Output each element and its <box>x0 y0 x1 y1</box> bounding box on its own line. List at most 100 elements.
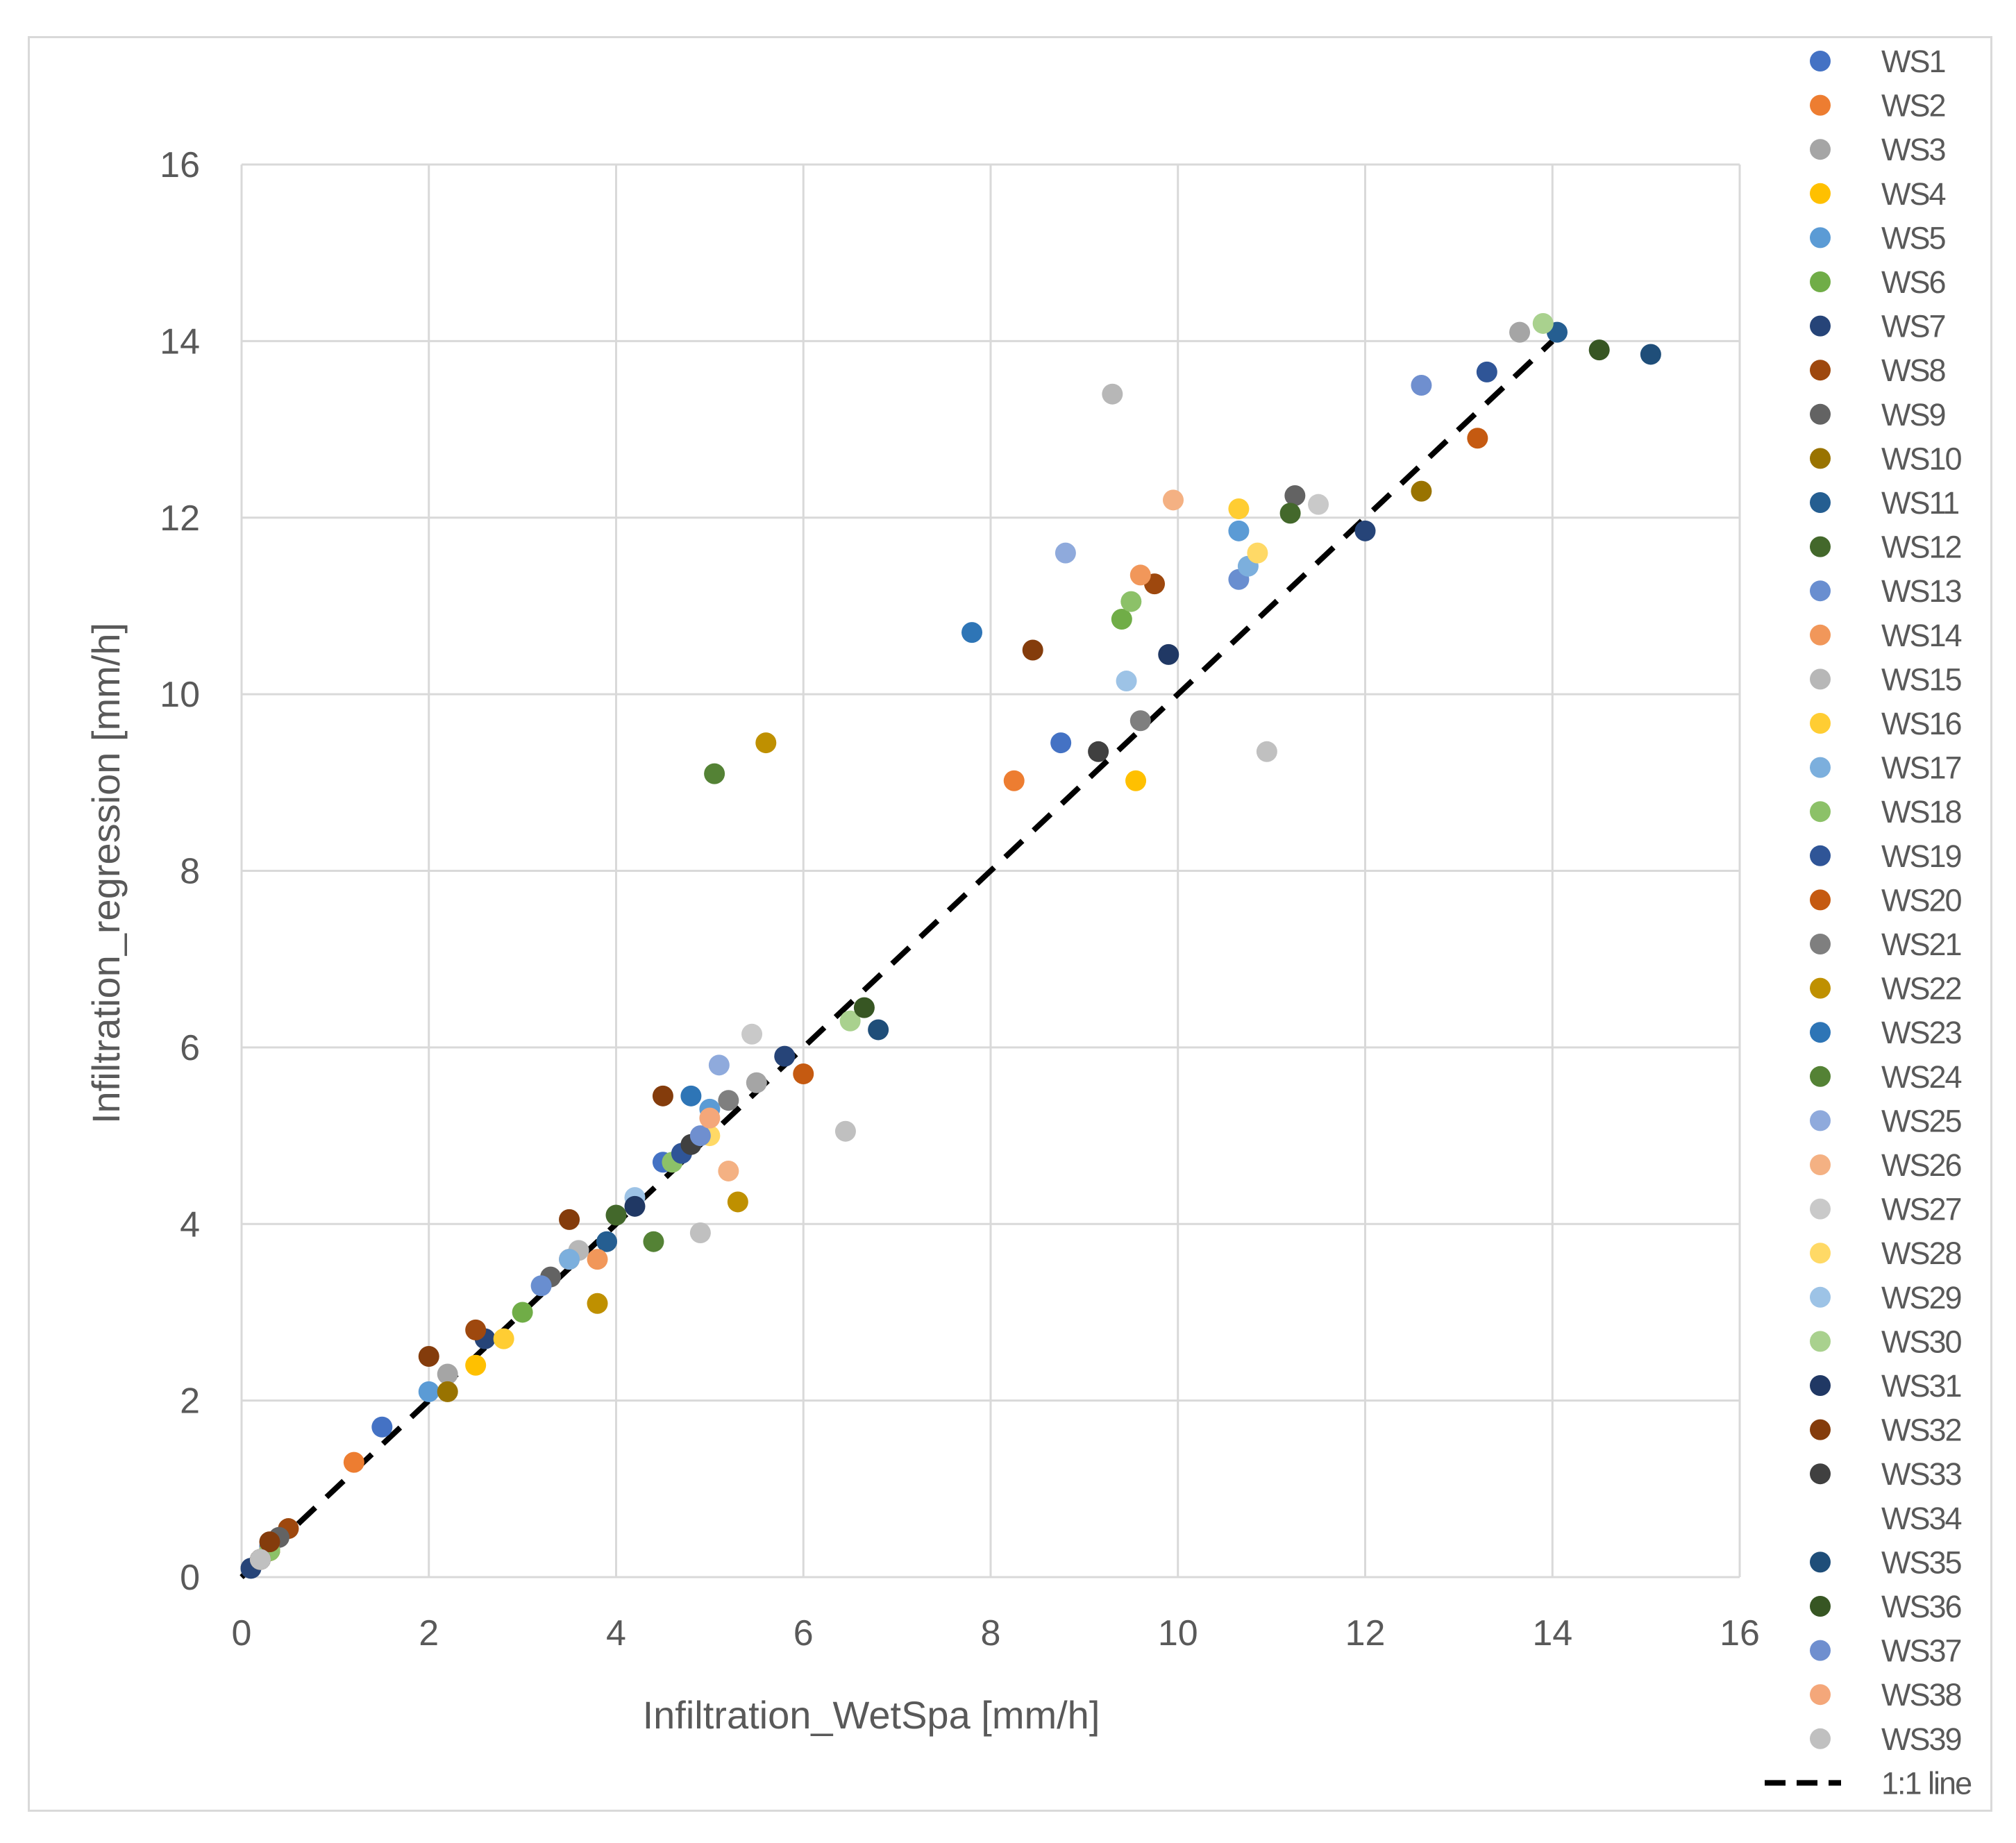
point-ws3 <box>746 1072 767 1093</box>
x-tick-label: 6 <box>793 1613 814 1653</box>
point-ws3 <box>437 1363 458 1385</box>
legend-marker-ws39 <box>1810 1728 1831 1749</box>
y-tick-label: 14 <box>160 321 200 362</box>
legend-label-ws19: WS19 <box>1881 839 1961 874</box>
point-ws35 <box>1640 344 1661 365</box>
point-ws39 <box>249 1549 271 1570</box>
point-ws11 <box>596 1231 618 1252</box>
point-ws10 <box>1411 480 1432 502</box>
legend-marker-ws33 <box>1810 1463 1831 1485</box>
legend-label-ws12: WS12 <box>1881 530 1961 565</box>
point-ws2 <box>343 1451 364 1473</box>
point-ws5 <box>1228 520 1250 541</box>
legend-label-ws36: WS36 <box>1881 1589 1962 1624</box>
legend-marker-ws9 <box>1810 403 1831 425</box>
point-ws39 <box>689 1222 711 1243</box>
legend-label-ws15: WS15 <box>1881 662 1962 697</box>
point-ws12 <box>605 1204 627 1226</box>
legend-label-ws35: WS35 <box>1881 1545 1962 1580</box>
legend-label-ws30: WS30 <box>1881 1324 1962 1359</box>
legend-marker-ws18 <box>1810 801 1831 823</box>
legend-label-ws37: WS37 <box>1881 1633 1961 1669</box>
point-ws7 <box>774 1045 796 1067</box>
legend-label-ws10: WS10 <box>1881 441 1962 476</box>
point-ws32 <box>259 1531 280 1553</box>
legend-label-ws18: WS18 <box>1881 794 1962 830</box>
legend-marker-ws31 <box>1810 1375 1831 1396</box>
point-ws25 <box>1055 542 1076 564</box>
legend-marker-ws4 <box>1810 183 1831 204</box>
point-ws26 <box>718 1160 739 1181</box>
legend-label-ws23: WS23 <box>1881 1015 1962 1050</box>
point-ws23 <box>961 622 983 643</box>
point-ws30 <box>1532 312 1554 334</box>
legend-marker-ws30 <box>1810 1331 1831 1352</box>
point-ws22 <box>727 1191 748 1213</box>
point-ws4 <box>465 1354 487 1376</box>
legend-label-ws38: WS38 <box>1881 1677 1962 1712</box>
point-ws19 <box>1476 361 1497 382</box>
point-ws36 <box>853 997 875 1018</box>
point-ws21 <box>1129 710 1151 732</box>
point-ws9 <box>1284 485 1306 506</box>
y-tick-label: 4 <box>180 1204 200 1245</box>
legend-label-ws6: WS6 <box>1881 264 1945 300</box>
point-ws20 <box>1467 428 1488 449</box>
legend-marker-ws6 <box>1810 271 1831 292</box>
point-ws10 <box>437 1381 458 1402</box>
point-ws27 <box>1308 494 1329 515</box>
legend-label-ws14: WS14 <box>1881 618 1962 653</box>
point-ws2 <box>1003 770 1025 791</box>
point-ws32 <box>652 1085 673 1106</box>
legend-marker-ws11 <box>1810 492 1831 513</box>
legend-label-ws1: WS1 <box>1881 44 1945 79</box>
point-ws17 <box>559 1249 580 1270</box>
point-ws32 <box>418 1346 439 1367</box>
legend-marker-ws24 <box>1810 1066 1831 1087</box>
legend-marker-ws13 <box>1810 580 1831 602</box>
y-axis-title: Infiltration_regression [mm/h] <box>84 623 128 1124</box>
legend-label-ws7: WS7 <box>1881 309 1945 344</box>
point-ws6 <box>512 1302 533 1323</box>
point-ws23 <box>680 1085 702 1106</box>
point-ws26 <box>1163 489 1184 511</box>
legend-label-ws28: WS28 <box>1881 1236 1962 1271</box>
legend-marker-ws28 <box>1810 1243 1831 1264</box>
legend-label-ws9: WS9 <box>1881 397 1945 432</box>
legend-marker-ws27 <box>1810 1198 1831 1220</box>
legend-label-ws27: WS27 <box>1881 1192 1961 1227</box>
legend-marker-ws29 <box>1810 1286 1831 1308</box>
legend-label-ws24: WS24 <box>1881 1059 1962 1095</box>
legend-label-ws26: WS26 <box>1881 1147 1962 1183</box>
point-ws7 <box>1354 520 1376 541</box>
point-ws16 <box>1228 498 1250 520</box>
x-tick-label: 14 <box>1532 1613 1572 1653</box>
data-points <box>240 312 1661 1579</box>
point-ws32 <box>559 1209 580 1230</box>
legend-label-ws22: WS22 <box>1881 971 1961 1007</box>
legend-marker-ws7 <box>1810 315 1831 337</box>
one-to-one-line <box>240 339 1554 1579</box>
legend-marker-ws19 <box>1810 845 1831 866</box>
legend-marker-ws23 <box>1810 1022 1831 1043</box>
point-ws22 <box>587 1293 608 1314</box>
point-ws33 <box>1088 741 1109 762</box>
legend-label-ws11: WS11 <box>1881 485 1958 521</box>
point-ws16 <box>493 1328 514 1349</box>
point-ws30 <box>839 1010 861 1032</box>
legend-marker-ws16 <box>1810 713 1831 734</box>
point-ws1 <box>1050 732 1072 754</box>
legend-marker-ws21 <box>1810 934 1831 954</box>
point-ws18 <box>1120 591 1142 612</box>
legend-marker-ws5 <box>1810 227 1831 249</box>
legend-marker-ws26 <box>1810 1154 1831 1175</box>
point-ws27 <box>741 1023 763 1045</box>
y-tick-label: 16 <box>160 145 200 185</box>
point-ws14 <box>587 1249 608 1270</box>
legend-marker-ws37 <box>1810 1640 1831 1661</box>
point-ws31 <box>1158 643 1179 665</box>
y-tick-label: 2 <box>180 1381 200 1422</box>
point-ws14 <box>1129 564 1151 586</box>
legend-label-ws21: WS21 <box>1881 927 1961 962</box>
